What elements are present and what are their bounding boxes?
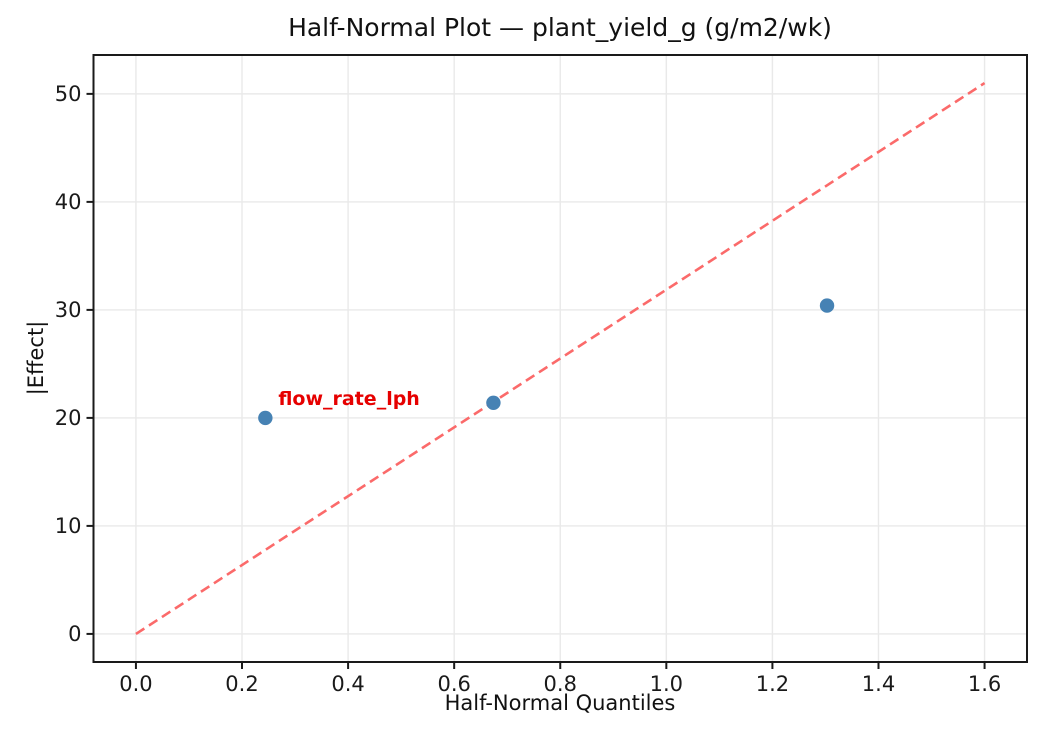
y-tick-label: 30 (55, 298, 82, 322)
x-tick-label: 1.4 (862, 672, 895, 696)
x-axis-label: Half-Normal Quantiles (444, 691, 676, 715)
y-tick-label: 20 (55, 406, 82, 430)
chart-title: Half-Normal Plot — plant_yield_g (g/m2/w… (288, 13, 832, 42)
y-tick-label: 10 (55, 514, 82, 538)
y-tick-label: 50 (55, 82, 82, 106)
y-tick-label: 40 (55, 190, 82, 214)
x-tick-label: 0.4 (331, 672, 364, 696)
annotation-label: flow_rate_lph (278, 388, 420, 410)
y-tick-label: 0 (68, 622, 81, 646)
x-tick-label: 1.6 (968, 672, 1001, 696)
data-point (819, 298, 835, 313)
data-point (486, 395, 501, 410)
x-tick-label: 1.0 (650, 672, 683, 696)
x-tick-label: 1.2 (756, 672, 789, 696)
x-tick-label: 0.2 (225, 672, 258, 696)
x-tick-label: 0.0 (119, 672, 152, 696)
x-tick-label: 0.8 (544, 672, 577, 696)
data-point (258, 410, 273, 426)
x-tick-label: 0.6 (437, 672, 470, 696)
reference-line (135, 81, 986, 636)
